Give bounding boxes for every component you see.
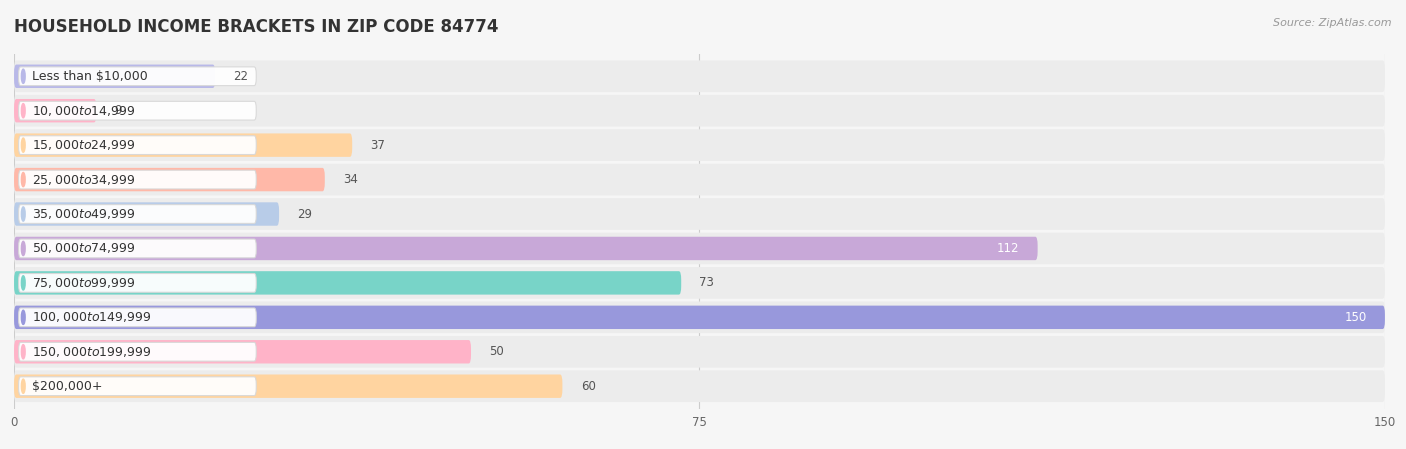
FancyBboxPatch shape xyxy=(14,267,1385,299)
FancyBboxPatch shape xyxy=(14,65,215,88)
FancyBboxPatch shape xyxy=(14,237,1038,260)
FancyBboxPatch shape xyxy=(14,99,96,123)
Text: $100,000 to $149,999: $100,000 to $149,999 xyxy=(32,310,152,324)
FancyBboxPatch shape xyxy=(18,343,256,361)
Text: $50,000 to $74,999: $50,000 to $74,999 xyxy=(32,242,136,255)
Text: $25,000 to $34,999: $25,000 to $34,999 xyxy=(32,172,136,187)
Circle shape xyxy=(21,104,25,118)
FancyBboxPatch shape xyxy=(14,336,1385,368)
FancyBboxPatch shape xyxy=(14,168,325,191)
FancyBboxPatch shape xyxy=(18,377,256,396)
FancyBboxPatch shape xyxy=(14,374,562,398)
Circle shape xyxy=(21,172,25,187)
FancyBboxPatch shape xyxy=(14,340,471,364)
FancyBboxPatch shape xyxy=(18,308,256,327)
Text: 37: 37 xyxy=(371,139,385,152)
FancyBboxPatch shape xyxy=(14,164,1385,195)
FancyBboxPatch shape xyxy=(14,95,1385,127)
Text: 22: 22 xyxy=(233,70,249,83)
Text: 50: 50 xyxy=(489,345,503,358)
Text: 34: 34 xyxy=(343,173,359,186)
Text: 112: 112 xyxy=(997,242,1019,255)
FancyBboxPatch shape xyxy=(14,129,1385,161)
Text: HOUSEHOLD INCOME BRACKETS IN ZIP CODE 84774: HOUSEHOLD INCOME BRACKETS IN ZIP CODE 84… xyxy=(14,18,499,36)
FancyBboxPatch shape xyxy=(18,239,256,258)
Text: $10,000 to $14,999: $10,000 to $14,999 xyxy=(32,104,136,118)
FancyBboxPatch shape xyxy=(14,198,1385,230)
FancyBboxPatch shape xyxy=(14,306,1385,329)
FancyBboxPatch shape xyxy=(18,205,256,224)
Circle shape xyxy=(21,241,25,255)
FancyBboxPatch shape xyxy=(18,170,256,189)
FancyBboxPatch shape xyxy=(14,271,682,295)
Text: $15,000 to $24,999: $15,000 to $24,999 xyxy=(32,138,136,152)
FancyBboxPatch shape xyxy=(14,233,1385,264)
FancyBboxPatch shape xyxy=(18,273,256,292)
Text: $35,000 to $49,999: $35,000 to $49,999 xyxy=(32,207,136,221)
Text: 150: 150 xyxy=(1344,311,1367,324)
FancyBboxPatch shape xyxy=(18,101,256,120)
FancyBboxPatch shape xyxy=(18,67,256,86)
Text: 9: 9 xyxy=(115,104,122,117)
Text: 73: 73 xyxy=(700,277,714,290)
FancyBboxPatch shape xyxy=(14,301,1385,333)
FancyBboxPatch shape xyxy=(14,61,1385,92)
Circle shape xyxy=(21,207,25,221)
Circle shape xyxy=(21,379,25,393)
Text: $200,000+: $200,000+ xyxy=(32,380,103,393)
Circle shape xyxy=(21,345,25,359)
FancyBboxPatch shape xyxy=(14,370,1385,402)
Circle shape xyxy=(21,276,25,290)
Circle shape xyxy=(21,138,25,152)
Text: $150,000 to $199,999: $150,000 to $199,999 xyxy=(32,345,152,359)
Text: Less than $10,000: Less than $10,000 xyxy=(32,70,148,83)
FancyBboxPatch shape xyxy=(14,202,278,226)
Text: $75,000 to $99,999: $75,000 to $99,999 xyxy=(32,276,136,290)
Text: 60: 60 xyxy=(581,380,596,393)
Circle shape xyxy=(21,310,25,325)
Text: Source: ZipAtlas.com: Source: ZipAtlas.com xyxy=(1274,18,1392,28)
Text: 29: 29 xyxy=(298,207,312,220)
FancyBboxPatch shape xyxy=(18,136,256,154)
FancyBboxPatch shape xyxy=(14,133,353,157)
Circle shape xyxy=(21,69,25,84)
